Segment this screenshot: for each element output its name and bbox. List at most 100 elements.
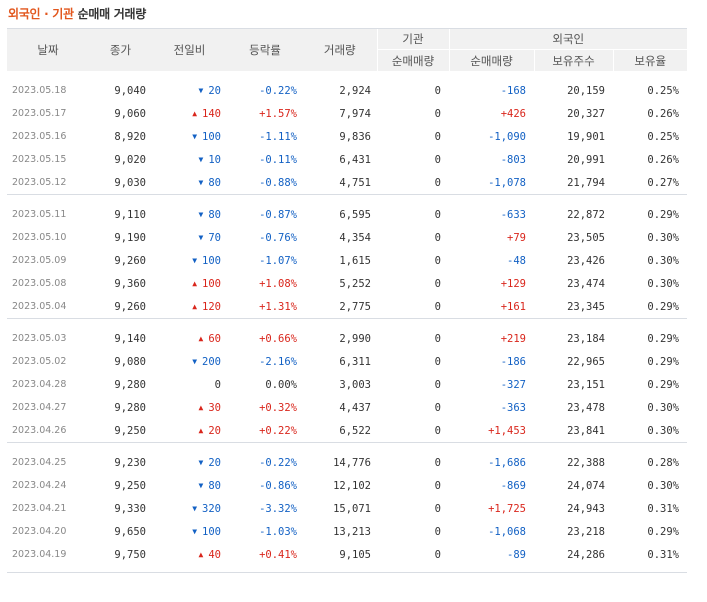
down-triangle-icon: ▼ [198, 232, 204, 242]
row-inst-net: 0 [434, 153, 441, 166]
table-row: 2023.04.26 9,250 ▲ 20 +0.22% 6,522 0 +1,453 23,8… [7, 419, 687, 443]
row-close: 9,360 [114, 277, 146, 290]
row-foreign-hold: 23,218 [567, 525, 605, 538]
row-foreign-net: -48 [507, 254, 526, 267]
row-volume: 1,615 [339, 254, 371, 267]
row-change-value: 20 [208, 456, 221, 469]
row-foreign-ratio: 0.25% [647, 130, 679, 143]
up-triangle-icon: ▲ [198, 333, 204, 343]
row-change-value: 70 [208, 231, 221, 244]
row-inst-net: 0 [434, 107, 441, 120]
row-rate: -0.86% [259, 479, 297, 492]
row-foreign-hold: 19,901 [567, 130, 605, 143]
row-date: 2023.05.08 [12, 278, 67, 289]
row-change-value: 100 [202, 254, 221, 267]
col-foreign-hold-header: 보유주수 [533, 49, 613, 71]
row-inst-net: 0 [434, 84, 441, 97]
col-rate-header: 등락률 [227, 28, 303, 71]
row-foreign-ratio: 0.29% [647, 332, 679, 345]
row-close: 9,650 [114, 525, 146, 538]
row-foreign-ratio: 0.30% [647, 401, 679, 414]
row-foreign-hold: 23,478 [567, 401, 605, 414]
row-close: 9,280 [114, 378, 146, 391]
row-foreign-hold: 20,159 [567, 84, 605, 97]
row-foreign-net: -1,090 [488, 130, 526, 143]
row-inst-net: 0 [434, 502, 441, 515]
row-date: 2023.04.21 [12, 503, 67, 514]
row-foreign-ratio: 0.27% [647, 176, 679, 189]
row-close: 9,060 [114, 107, 146, 120]
row-date: 2023.05.11 [12, 209, 67, 220]
row-change: ▼ 20 [152, 79, 227, 102]
up-triangle-icon: ▲ [192, 108, 198, 118]
table-row: 2023.05.02 9,080 ▼ 200 -2.16% 6,311 0 -186 22,96… [7, 350, 687, 373]
col-close-header: 종가 [89, 28, 152, 71]
row-foreign-hold: 21,794 [567, 176, 605, 189]
col-inst-net-header: 순매매량 [376, 49, 449, 71]
row-volume: 6,522 [339, 424, 371, 437]
table-row: 2023.05.16 8,920 ▼ 100 -1.11% 9,836 0 -1,090 19,… [7, 125, 687, 148]
row-volume: 4,751 [339, 176, 371, 189]
row-foreign-net: +79 [507, 231, 526, 244]
row-change: ▼ 320 [152, 497, 227, 520]
table-row: 2023.04.24 9,250 ▼ 80 -0.86% 12,102 0 -869 24,07… [7, 474, 687, 497]
up-triangle-icon: ▲ [198, 549, 204, 559]
row-foreign-hold: 23,841 [567, 424, 605, 437]
row-change: ▲ 120 [152, 295, 227, 319]
row-change: ▲ 20 [152, 419, 227, 443]
row-foreign-hold: 23,184 [567, 332, 605, 345]
row-change-value: 80 [208, 176, 221, 189]
row-foreign-ratio: 0.31% [647, 548, 679, 561]
row-volume: 2,990 [339, 332, 371, 345]
row-change-value: 40 [208, 548, 221, 561]
row-close: 9,250 [114, 479, 146, 492]
row-foreign-net: -869 [500, 479, 526, 492]
row-change-value: 100 [202, 277, 221, 290]
table-row: 2023.04.20 9,650 ▼ 100 -1.03% 13,213 0 -1,068 23… [7, 520, 687, 543]
row-date: 2023.05.15 [12, 154, 67, 165]
row-foreign-net: -168 [500, 84, 526, 97]
row-foreign-net: +129 [500, 277, 526, 290]
row-foreign-net: -89 [507, 548, 526, 561]
down-triangle-icon: ▼ [192, 503, 198, 513]
table-row: 2023.04.25 9,230 ▼ 20 -0.22% 14,776 0 -1,686 22,… [7, 451, 687, 474]
row-change-value: 120 [202, 300, 221, 313]
row-change-value: 30 [208, 401, 221, 414]
row-change: ▲ 60 [152, 327, 227, 350]
row-close: 9,190 [114, 231, 146, 244]
row-foreign-net: -327 [500, 378, 526, 391]
down-triangle-icon: ▼ [192, 526, 198, 536]
row-close: 9,750 [114, 548, 146, 561]
table-row: 2023.05.09 9,260 ▼ 100 -1.07% 1,615 0 -48 23,426… [7, 249, 687, 272]
row-change: ▼ 200 [152, 350, 227, 373]
row-close: 9,140 [114, 332, 146, 345]
table-row: 2023.05.18 9,040 ▼ 20 -0.22% 2,924 0 -168 20,159… [7, 79, 687, 102]
down-triangle-icon: ▼ [198, 177, 204, 187]
row-rate: +1.08% [259, 277, 297, 290]
row-change-value: 80 [208, 479, 221, 492]
row-inst-net: 0 [434, 254, 441, 267]
row-date: 2023.05.09 [12, 255, 67, 266]
row-inst-net: 0 [434, 548, 441, 561]
panel-title-rest: 순매매 거래량 [77, 7, 147, 21]
row-foreign-hold: 22,388 [567, 456, 605, 469]
row-date: 2023.05.12 [12, 177, 67, 188]
row-volume: 6,431 [339, 153, 371, 166]
row-inst-net: 0 [434, 424, 441, 437]
row-inst-net: 0 [434, 332, 441, 345]
row-rate: -3.32% [259, 502, 297, 515]
col-volume-header: 거래량 [303, 28, 377, 71]
row-inst-net: 0 [434, 355, 441, 368]
group-divider [7, 71, 687, 79]
row-inst-net: 0 [434, 208, 441, 221]
row-volume: 6,311 [339, 355, 371, 368]
row-foreign-ratio: 0.31% [647, 502, 679, 515]
table-row: 2023.04.21 9,330 ▼ 320 -3.32% 15,071 0 +1,725 24… [7, 497, 687, 520]
row-rate: +0.41% [259, 548, 297, 561]
row-foreign-net: -633 [500, 208, 526, 221]
panel-title-highlight: 외국인 · 기관 [8, 7, 74, 21]
row-volume: 9,105 [339, 548, 371, 561]
col-change-header: 전일비 [152, 28, 227, 71]
row-close: 9,040 [114, 84, 146, 97]
row-change-value: 10 [208, 153, 221, 166]
